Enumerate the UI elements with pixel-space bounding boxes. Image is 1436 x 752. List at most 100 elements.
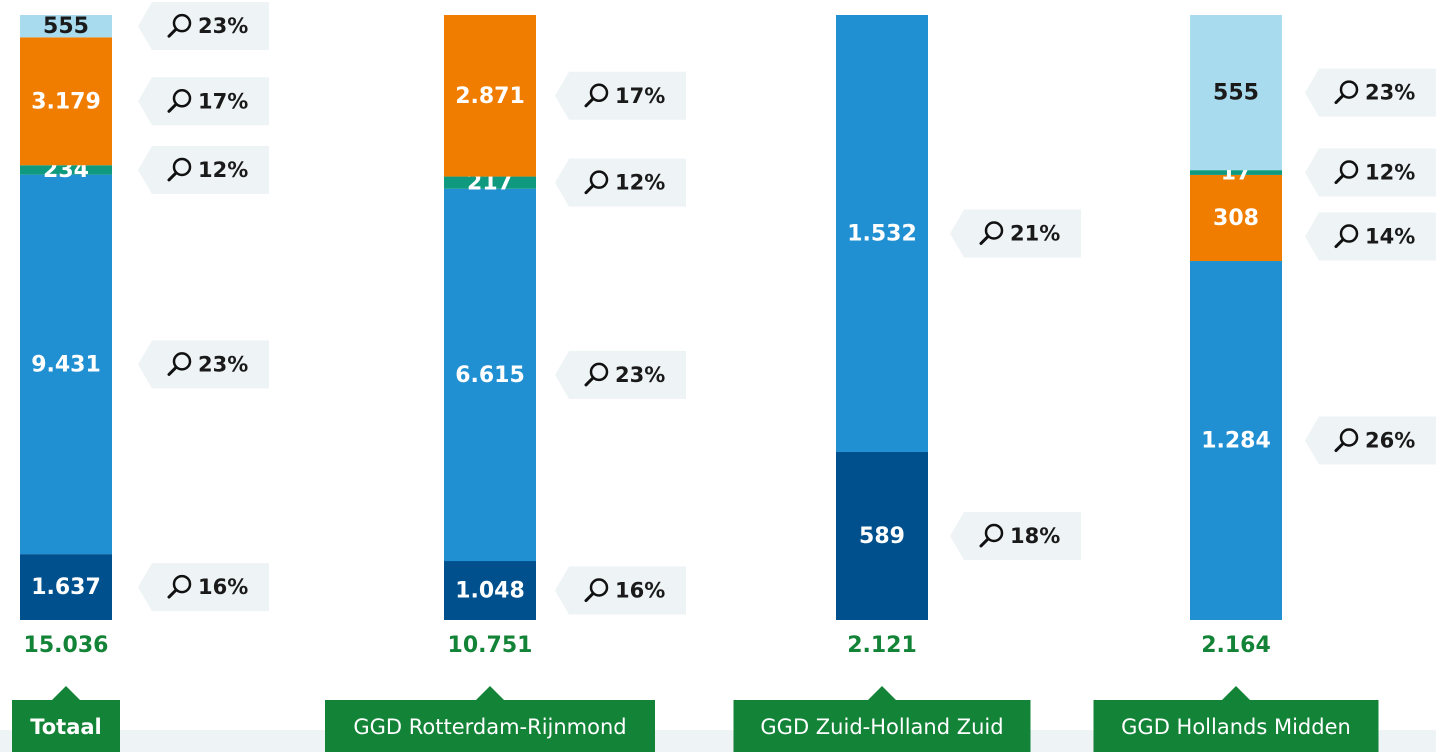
badge-bg	[138, 340, 269, 389]
bar-segment	[1190, 170, 1282, 175]
bar-segment	[20, 37, 112, 166]
share-badge: 26%	[1305, 416, 1436, 465]
total-label: 15.036	[24, 633, 109, 658]
share-label: 16%	[615, 579, 665, 603]
badge-bg	[950, 511, 1081, 560]
magnifier-icon	[1339, 224, 1359, 243]
share-badge: 12%	[1305, 148, 1436, 197]
badge-bg	[138, 145, 269, 194]
share-label: 12%	[1365, 161, 1415, 185]
magnifier-icon	[172, 574, 192, 594]
magnifier-handle	[167, 588, 178, 599]
share-label: 12%	[615, 171, 665, 195]
magnifier-icon	[984, 523, 1004, 543]
badge-bg	[555, 350, 686, 399]
magnifier-handle	[584, 97, 595, 108]
share-badge: 14%	[1305, 212, 1436, 261]
magnifier-handle	[167, 171, 178, 182]
magnifier-icon	[172, 89, 192, 108]
total-label: 2.164	[1201, 633, 1271, 658]
magnifier-icon	[984, 221, 1004, 240]
share-badge: 12%	[555, 158, 686, 207]
segment-label: 1.048	[455, 579, 525, 604]
share-badge: 23%	[138, 2, 269, 51]
bar-segment	[20, 165, 112, 175]
share-badge: 23%	[555, 350, 686, 399]
category-tab	[733, 686, 1031, 752]
share-label: 23%	[1365, 81, 1415, 105]
magnifier-icon	[172, 157, 192, 177]
magnifier-handle	[1334, 94, 1345, 105]
share-label: 23%	[198, 14, 248, 38]
badge-bg	[138, 2, 269, 51]
magnifier-icon	[172, 13, 192, 33]
magnifier-icon	[172, 352, 192, 371]
magnifier-handle	[979, 537, 990, 548]
bar-segment	[1190, 261, 1282, 620]
badge-bg	[1305, 212, 1436, 261]
badge-bg	[1305, 68, 1436, 117]
share-badge: 23%	[138, 340, 269, 389]
share-label: 16%	[198, 575, 248, 599]
share-badge: 16%	[138, 563, 269, 612]
total-label: 10.751	[448, 633, 533, 658]
badge-bg	[555, 158, 686, 207]
badge-bg	[950, 209, 1081, 258]
category-tab	[325, 686, 655, 752]
bar-segment	[20, 554, 112, 620]
badge-bg	[138, 77, 269, 126]
share-badge: 12%	[138, 145, 269, 194]
bar-segment	[444, 176, 536, 189]
magnifier-handle	[167, 27, 178, 38]
badge-bg	[555, 566, 686, 615]
bar-segment	[1190, 15, 1282, 171]
share-label: 14%	[1365, 225, 1415, 249]
magnifier-handle	[979, 234, 990, 245]
magnifier-handle	[584, 184, 595, 195]
segment-label: 6.615	[455, 363, 525, 388]
magnifier-icon	[589, 362, 609, 382]
category-label: GGD Rotterdam-Rijnmond	[353, 715, 626, 739]
category-label: Totaal	[30, 715, 102, 739]
magnifier-handle	[1334, 238, 1345, 249]
segment-label: 2.871	[455, 84, 525, 109]
segment-label: 555	[43, 14, 89, 39]
magnifier-icon	[1339, 80, 1359, 99]
magnifier-handle	[584, 376, 595, 387]
magnifier-icon	[589, 83, 609, 103]
bar-segment	[20, 15, 112, 38]
share-label: 17%	[198, 89, 248, 113]
segment-label: 9.431	[31, 352, 101, 377]
segment-label: 3.179	[31, 89, 101, 114]
bar-segment	[20, 174, 112, 555]
bar-segment	[444, 15, 536, 177]
share-label: 26%	[1365, 429, 1415, 453]
share-badge: 23%	[1305, 68, 1436, 117]
category-label: GGD Zuid-Holland Zuid	[760, 715, 1003, 739]
magnifier-handle	[167, 365, 178, 376]
share-badge: 18%	[950, 511, 1081, 560]
share-label: 23%	[198, 352, 248, 376]
segment-label: 308	[1213, 206, 1259, 231]
magnifier-icon	[589, 578, 609, 597]
magnifier-handle	[167, 102, 178, 113]
magnifier-handle	[584, 592, 595, 603]
bar-segment	[1190, 174, 1282, 262]
badge-bg	[1305, 416, 1436, 465]
badge-bg	[138, 563, 269, 612]
segment-label: 1.637	[31, 575, 101, 600]
category-tab	[12, 686, 120, 752]
total-label: 2.121	[847, 633, 917, 658]
bar-segment	[836, 15, 928, 452]
share-label: 17%	[615, 84, 665, 108]
badge-bg	[1305, 148, 1436, 197]
segment-label: 1.284	[1201, 429, 1271, 454]
share-label: 23%	[615, 363, 665, 387]
share-badge: 17%	[138, 77, 269, 126]
share-label: 18%	[1010, 524, 1060, 548]
magnifier-icon	[1339, 160, 1359, 179]
badge-bg	[555, 71, 686, 120]
bar-segment	[444, 188, 536, 562]
magnifier-icon	[1339, 428, 1359, 447]
